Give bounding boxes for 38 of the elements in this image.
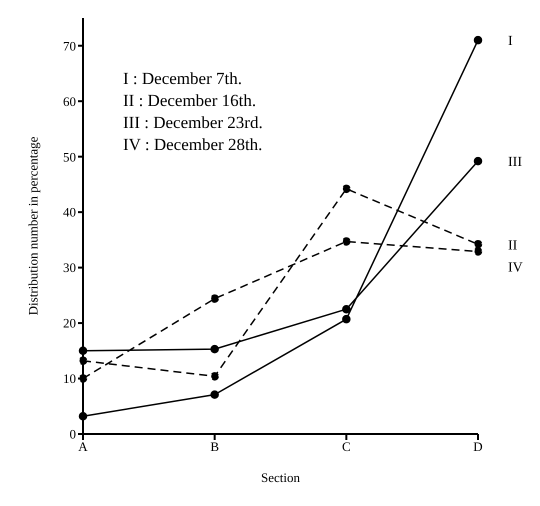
point — [78, 346, 88, 356]
x-tick-label: B — [210, 439, 220, 454]
y-tick-label: 50 — [63, 149, 76, 164]
point — [474, 36, 482, 44]
series-label: III — [508, 155, 522, 170]
point — [210, 372, 219, 381]
point — [210, 390, 219, 399]
point — [474, 156, 482, 166]
point — [78, 374, 88, 383]
y-tick-label: 70 — [63, 38, 76, 54]
x-tick-label: D — [473, 439, 483, 454]
point — [342, 314, 351, 324]
point — [474, 240, 482, 249]
x-tick-label: A — [78, 439, 88, 454]
y-tick-label: 40 — [63, 204, 76, 220]
point — [210, 294, 219, 303]
y-tick-label: 0 — [70, 426, 76, 442]
point — [78, 412, 88, 420]
point — [78, 356, 88, 366]
y-tick-label: 10 — [63, 371, 76, 386]
annotation: IV : December 28th. — [123, 134, 263, 156]
series-label: II — [508, 238, 518, 254]
x-tick-label: C — [342, 439, 351, 454]
point — [210, 344, 219, 354]
y-tick-label: 20 — [63, 316, 76, 331]
point — [474, 247, 482, 256]
point — [342, 237, 351, 246]
x-axis-title: Section — [261, 470, 300, 485]
annotation: II : December 16th. — [123, 90, 258, 112]
annotation: III : December 23rd. — [123, 112, 263, 134]
y-tick-label: 30 — [63, 260, 76, 276]
y-tick-label: 60 — [63, 94, 76, 109]
series-label: IV — [508, 260, 523, 276]
annotation: I : December 7th. — [123, 68, 243, 90]
y-axis-title: Distribution number in percentage — [26, 136, 41, 316]
point — [342, 304, 351, 314]
series-label: I — [508, 34, 513, 50]
point — [342, 184, 351, 194]
